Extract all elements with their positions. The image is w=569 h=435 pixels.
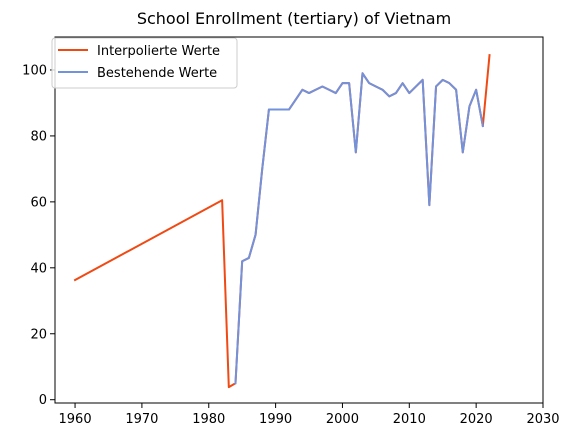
y-tick-label: 40 (30, 261, 47, 276)
plot-frame (54, 36, 544, 404)
legend-box (51, 37, 238, 89)
y-tick-label: 60 (30, 195, 47, 210)
y-tick-label: 100 (22, 63, 47, 78)
x-tick-label: 1960 (59, 412, 92, 427)
y-axis: 0 20 40 60 80 100 (22, 63, 55, 408)
legend-label-interpolated: Interpolierte Werte (97, 44, 220, 59)
chart-title: School Enrollment (tertiary) of Vietnam (137, 9, 451, 28)
series-line-1 (234, 72, 485, 385)
x-tick-label: 2000 (326, 412, 359, 427)
y-tick-label: 20 (30, 327, 47, 342)
series-layer (73, 54, 491, 389)
legend-label-existing: Bestehende Werte (97, 66, 217, 81)
x-axis: 1960 1970 1980 1990 2000 2010 2020 2030 (59, 403, 560, 427)
x-tick-label: 2030 (526, 412, 559, 427)
y-tick-label: 80 (30, 129, 47, 144)
x-tick-label: 1980 (192, 412, 225, 427)
x-tick-label: 1990 (259, 412, 292, 427)
x-tick-label: 2010 (393, 412, 426, 427)
y-tick-label: 0 (39, 393, 47, 408)
x-tick-label: 2020 (460, 412, 493, 427)
legend: Interpolierte Werte Bestehende Werte (51, 37, 238, 89)
x-tick-label: 1970 (125, 412, 158, 427)
